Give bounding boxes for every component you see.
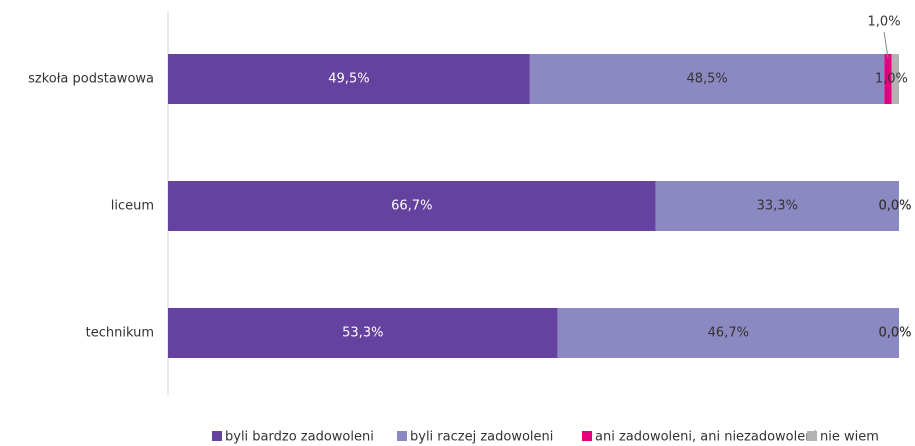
data-label: 1,0% bbox=[875, 72, 908, 87]
legend-label: ani zadowoleni, ani niezadowoleni bbox=[595, 430, 817, 445]
data-label: 66,7% bbox=[391, 199, 432, 214]
data-label: 33,3% bbox=[757, 199, 798, 214]
bar-segment bbox=[168, 308, 558, 358]
data-label: 49,5% bbox=[328, 72, 369, 87]
data-label: 48,5% bbox=[686, 72, 727, 87]
legend-label: byli raczej zadowoleni bbox=[410, 430, 553, 445]
legend-swatch bbox=[397, 431, 407, 441]
legend-label: byli bardzo zadowoleni bbox=[225, 430, 374, 445]
legend-swatch bbox=[212, 431, 222, 441]
bar-segment bbox=[168, 181, 656, 231]
bar-segment bbox=[891, 54, 899, 104]
legend-swatch bbox=[582, 431, 592, 441]
bar-segment bbox=[529, 54, 885, 104]
category-label: szkoła podstawowa bbox=[28, 72, 154, 87]
leader-line bbox=[883, 31, 889, 59]
data-label: 0,0% bbox=[878, 199, 911, 214]
data-label: 53,3% bbox=[342, 326, 383, 341]
category-label: technikum bbox=[86, 326, 154, 341]
category-label: liceum bbox=[111, 199, 154, 214]
data-label: 0,0% bbox=[878, 326, 911, 341]
data-label: 46,7% bbox=[708, 326, 749, 341]
bar-segment bbox=[168, 54, 530, 104]
bar-segment bbox=[655, 181, 899, 231]
legend-swatch bbox=[807, 431, 817, 441]
data-label: 0,0% bbox=[878, 326, 911, 341]
bar-segment bbox=[884, 54, 892, 104]
data-label: 1,0% bbox=[868, 15, 901, 30]
bar-segment bbox=[557, 308, 899, 358]
legend-label: nie wiem bbox=[820, 430, 879, 445]
data-label: 0,0% bbox=[878, 199, 911, 214]
